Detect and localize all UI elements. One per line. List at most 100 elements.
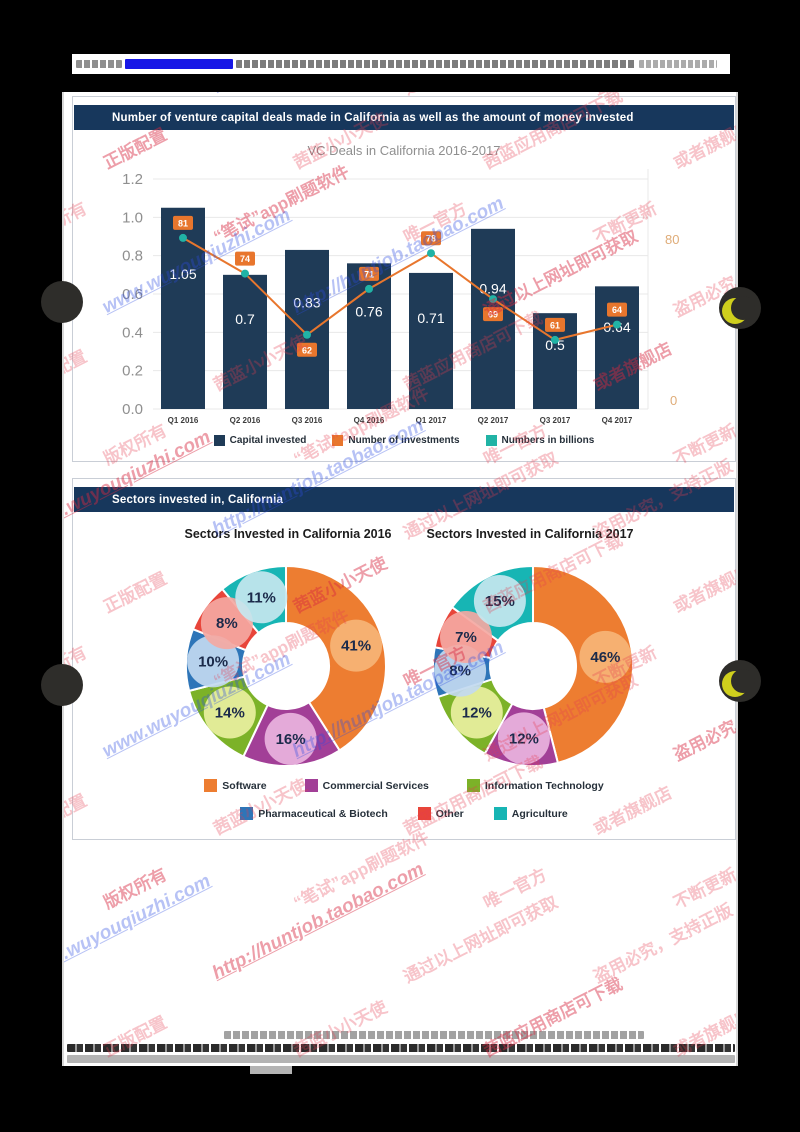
sectors-legend-row-1: Software Commercial Services Information T… bbox=[73, 779, 735, 792]
page-nav-button-right[interactable] bbox=[719, 660, 761, 702]
sectors-card: Sectors invested in, California Sectors … bbox=[72, 478, 736, 840]
watermark-text: 唯一官方 bbox=[480, 864, 550, 913]
legend-swatch bbox=[493, 807, 507, 820]
legend-label: Software bbox=[222, 779, 267, 792]
svg-text:80: 80 bbox=[665, 232, 679, 247]
svg-text:0.7: 0.7 bbox=[235, 311, 255, 327]
watermark-text: 正版配置 bbox=[100, 1012, 170, 1061]
svg-text:0.4: 0.4 bbox=[122, 324, 143, 341]
watermark-text: 通过以上网址即可获取 bbox=[400, 892, 561, 987]
legend-label: Agriculture bbox=[511, 807, 568, 820]
legend-item: Capital invested bbox=[213, 435, 307, 446]
legend-item: Numbers in billions bbox=[485, 435, 595, 446]
watermark-text: www.wuyouqiuzhi.com bbox=[64, 870, 215, 984]
legend-item: Agriculture bbox=[493, 807, 568, 820]
svg-text:0.83: 0.83 bbox=[293, 294, 320, 310]
legend-label: Number of investments bbox=[348, 435, 460, 446]
svg-text:Q2 2017: Q2 2017 bbox=[478, 416, 509, 425]
legend-label: Other bbox=[435, 807, 464, 820]
legend-item: Other bbox=[417, 807, 464, 820]
svg-text:Q3 2017: Q3 2017 bbox=[540, 416, 571, 425]
svg-text:7%: 7% bbox=[455, 629, 477, 646]
legend-swatch bbox=[332, 435, 344, 446]
sectors-card-header: Sectors invested in, California bbox=[74, 487, 734, 512]
watermark-text: 不断更新 bbox=[670, 864, 736, 913]
watermark-text: 版权所有 bbox=[100, 864, 170, 913]
sectors-2017-donut-chart[interactable]: 46% 12% 12% 8% 7% 15% bbox=[408, 549, 658, 779]
vc-deals-card: Number of venture capital deals made in … bbox=[72, 96, 736, 462]
vc-bar-line-chart[interactable]: 0.0 0.2 0.4 0.6 0.8 1.0 1.2 80 0 1.05 Q1 2016 0.7 Q2… bbox=[73, 155, 735, 435]
svg-text:0.0: 0.0 bbox=[122, 401, 143, 418]
svg-text:0.94: 0.94 bbox=[479, 280, 506, 296]
svg-text:1.05: 1.05 bbox=[169, 266, 196, 282]
legend-swatch bbox=[417, 807, 431, 820]
svg-text:10%: 10% bbox=[198, 653, 228, 670]
svg-text:Q3 2016: Q3 2016 bbox=[292, 416, 323, 425]
legend-item: Number of investments bbox=[332, 435, 460, 446]
svg-text:15%: 15% bbox=[485, 593, 515, 610]
svg-text:0.8: 0.8 bbox=[122, 248, 143, 265]
footer-text-line bbox=[67, 1044, 735, 1052]
svg-text:Q2 2016: Q2 2016 bbox=[230, 416, 261, 425]
page-nav-notch-left[interactable] bbox=[41, 281, 83, 323]
svg-text:41%: 41% bbox=[341, 638, 371, 655]
svg-text:74: 74 bbox=[240, 254, 250, 264]
svg-text:78: 78 bbox=[426, 234, 436, 244]
donut-2016-title: Sectors Invested in California 2016 bbox=[184, 527, 392, 541]
legend-swatch bbox=[240, 807, 254, 820]
watermark-text: 或者旗舰店 bbox=[670, 1005, 736, 1061]
fineprint-text bbox=[76, 60, 122, 68]
svg-text:Q4 2017: Q4 2017 bbox=[602, 416, 633, 425]
svg-text:Q1 2017: Q1 2017 bbox=[416, 416, 447, 425]
footer-tab bbox=[250, 1066, 292, 1074]
legend-label: Numbers in billions bbox=[501, 435, 595, 446]
legend-label: Capital invested bbox=[229, 435, 307, 446]
fineprint-text bbox=[639, 60, 717, 68]
legend-swatch bbox=[485, 435, 497, 446]
svg-text:11%: 11% bbox=[247, 589, 276, 606]
svg-text:Q1 2016: Q1 2016 bbox=[168, 416, 199, 425]
svg-text:46%: 46% bbox=[590, 649, 620, 666]
fineprint-link[interactable] bbox=[125, 59, 233, 69]
nav-button-mask bbox=[731, 669, 755, 693]
svg-text:12%: 12% bbox=[462, 705, 492, 722]
footer-text-line bbox=[67, 1055, 735, 1063]
svg-text:69: 69 bbox=[488, 310, 498, 320]
legend-label: Pharmaceutical & Biotech bbox=[258, 807, 388, 820]
svg-text:61: 61 bbox=[550, 320, 560, 330]
legend-item: Software bbox=[204, 779, 267, 792]
vc-chart-title: VC Deals in California 2016-2017 bbox=[307, 143, 501, 158]
svg-text:16%: 16% bbox=[276, 731, 306, 748]
sectors-2016-donut-chart[interactable]: 41% 16% 14% 10% 8% 11% bbox=[161, 549, 411, 779]
svg-text:0.6: 0.6 bbox=[122, 286, 143, 303]
svg-text:71: 71 bbox=[364, 269, 374, 279]
svg-text:12%: 12% bbox=[509, 730, 539, 747]
svg-text:0.76: 0.76 bbox=[355, 303, 382, 319]
watermark-text: 盗用必究，支持正版 bbox=[590, 900, 736, 987]
svg-text:1.0: 1.0 bbox=[122, 209, 143, 226]
svg-text:8%: 8% bbox=[449, 663, 471, 680]
svg-text:81: 81 bbox=[178, 218, 188, 228]
legend-item: Commercial Services bbox=[304, 779, 429, 792]
donut-2017-title: Sectors Invested in California 2017 bbox=[426, 527, 634, 541]
document-page: Number of venture capital deals made in … bbox=[62, 92, 738, 1066]
legend-label: Information Technology bbox=[484, 779, 604, 792]
svg-text:8%: 8% bbox=[216, 615, 238, 632]
svg-text:0.5: 0.5 bbox=[545, 337, 565, 353]
svg-text:62: 62 bbox=[302, 345, 312, 355]
svg-text:0.71: 0.71 bbox=[417, 310, 444, 326]
vc-chart-legend: Capital invested Number of investments Num… bbox=[73, 435, 735, 446]
page-nav-button-right[interactable] bbox=[719, 287, 761, 329]
legend-swatch bbox=[213, 435, 225, 446]
nav-button-mask bbox=[731, 296, 755, 320]
svg-text:1.2: 1.2 bbox=[122, 171, 143, 188]
svg-text:64: 64 bbox=[612, 305, 622, 315]
legend-swatch bbox=[466, 779, 480, 792]
vc-deals-card-header: Number of venture capital deals made in … bbox=[74, 105, 734, 130]
page-nav-notch-left[interactable] bbox=[41, 664, 83, 706]
legend-swatch bbox=[204, 779, 218, 792]
fineprint-text bbox=[236, 60, 636, 68]
footer-text-line bbox=[224, 1031, 644, 1039]
legend-item: Information Technology bbox=[466, 779, 604, 792]
